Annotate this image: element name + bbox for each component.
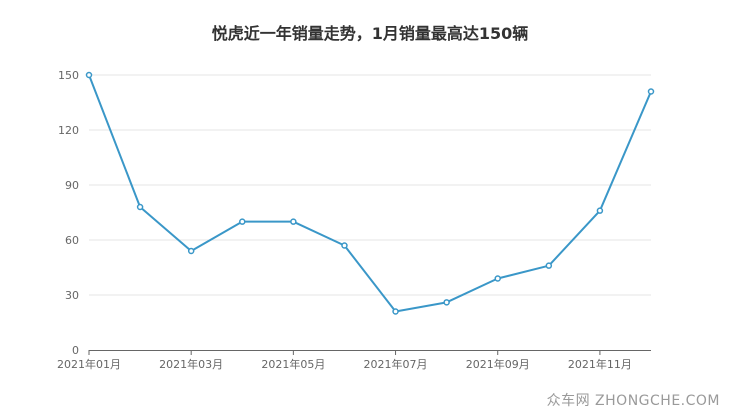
y-tick-label: 30 — [65, 289, 79, 302]
x-tick-label: 2021年05月 — [261, 357, 325, 371]
data-point[interactable] — [647, 88, 655, 95]
data-point[interactable] — [187, 247, 195, 255]
y-tick-label: 90 — [65, 179, 79, 192]
data-point[interactable] — [545, 262, 553, 269]
data-point[interactable] — [392, 308, 399, 315]
series-line-layer — [88, 74, 652, 313]
x-axis-ticks: 2021年01月 2021年03月 2021年05月 2021年07月 2021年09月… — [57, 350, 632, 371]
data-point[interactable] — [290, 218, 297, 225]
y-tick-label: 120 — [58, 124, 79, 137]
x-tick-label: 2021年09月 — [466, 357, 530, 371]
x-tick-label: 2021年11月 — [568, 357, 632, 371]
data-point[interactable] — [85, 71, 93, 79]
x-tick-label: 2021年01月 — [57, 357, 121, 371]
data-point[interactable] — [136, 203, 144, 211]
chart-title: 悦虎近一年销量走势，1月销量最高达150辆 — [211, 24, 529, 43]
y-axis-ticks: 0 30 60 90 120 150 — [58, 69, 79, 357]
data-point[interactable] — [239, 218, 246, 225]
y-tick-label: 60 — [65, 234, 79, 247]
watermark-text: 众车网 ZHONGCHE.COM — [546, 393, 720, 409]
data-points — [85, 71, 655, 315]
series-line — [88, 74, 652, 313]
data-point[interactable] — [596, 207, 604, 214]
y-tick-label: 0 — [72, 344, 79, 357]
y-tick-label: 150 — [58, 69, 79, 82]
data-point[interactable] — [341, 242, 348, 249]
x-tick-label: 2021年03月 — [159, 357, 223, 371]
grid-lines — [89, 74, 651, 296]
x-tick-label: 2021年07月 — [364, 357, 428, 371]
data-point[interactable] — [443, 299, 450, 306]
data-point[interactable] — [494, 275, 501, 282]
